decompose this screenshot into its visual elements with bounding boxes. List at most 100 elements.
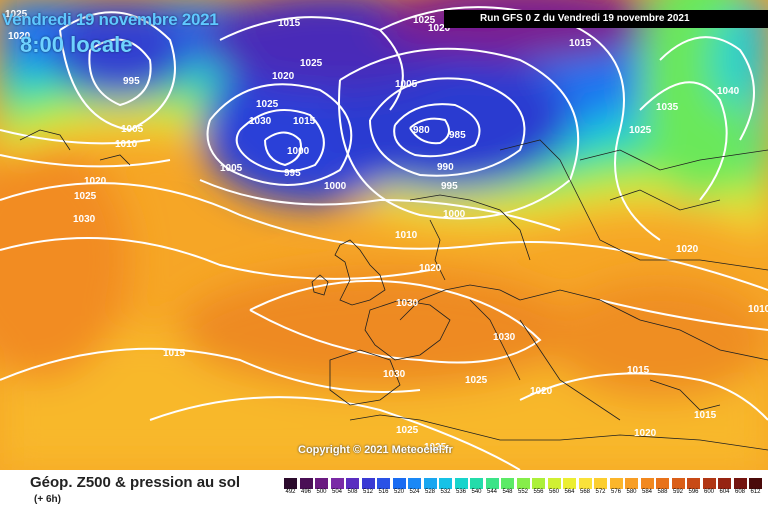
- scale-label: 524: [409, 489, 420, 495]
- scale-swatch: [315, 478, 328, 489]
- isobar-label: 1015: [293, 116, 316, 127]
- scale-swatch: [470, 478, 483, 489]
- isobar-label: 1025: [465, 375, 488, 386]
- isobar-label: 1015: [278, 18, 301, 29]
- isobar-label: 1040: [717, 86, 740, 97]
- isobar-label: 1020: [419, 263, 442, 274]
- isobar-label: 1010: [748, 304, 768, 315]
- isobar-label: 980: [413, 125, 430, 136]
- isobar-label: 995: [123, 76, 140, 87]
- scale-label: 576: [610, 489, 621, 495]
- forecast-time: 8:00 locale: [20, 32, 133, 57]
- scale-swatch: [501, 478, 514, 489]
- scale-label: 504: [331, 489, 342, 495]
- scale-swatch: [702, 478, 716, 489]
- scale-swatch: [687, 478, 700, 489]
- isobar-label: 1020: [8, 31, 31, 42]
- scale-swatch: [547, 478, 561, 489]
- scale-label: 540: [471, 489, 482, 495]
- scale-swatch: [299, 478, 313, 489]
- isobar-label: 1000: [443, 209, 466, 220]
- scale-label: 600: [703, 489, 714, 495]
- isobar-label: 1000: [324, 181, 347, 192]
- scale-swatch: [485, 478, 499, 489]
- isobar-label: 1010: [115, 139, 138, 150]
- scale-label: 560: [548, 489, 559, 495]
- scale-swatch: [671, 478, 685, 489]
- isobar-label: 995: [441, 181, 458, 192]
- scale-swatch: [640, 478, 654, 489]
- scale-label: 508: [347, 489, 358, 495]
- legend-subtitle: (+ 6h): [34, 494, 61, 505]
- scale-swatch: [330, 478, 344, 489]
- scale-swatch: [733, 478, 747, 489]
- isobar-label: 1020: [84, 176, 107, 187]
- scale-swatch: [439, 478, 452, 489]
- scale-swatch: [423, 478, 437, 489]
- scale-label: 520: [393, 489, 404, 495]
- isobar-label: 1015: [694, 410, 717, 421]
- isobar-label: 1030: [73, 214, 96, 225]
- scale-label: 512: [362, 489, 373, 495]
- scale-label: 592: [672, 489, 683, 495]
- scale-swatch: [377, 478, 390, 489]
- scale-swatch: [346, 478, 359, 489]
- geopotential-field: 1025102099510051010102010251030101510201…: [0, 0, 768, 470]
- scale-label: 584: [641, 489, 652, 495]
- isobar-label: 1000: [287, 146, 310, 157]
- scale-label: 556: [533, 489, 544, 495]
- scale-label: 492: [285, 489, 296, 495]
- scale-swatch: [718, 478, 731, 489]
- scale-label: 604: [719, 489, 730, 495]
- scale-label: 568: [579, 489, 590, 495]
- legend-title: Géop. Z500 & pression au sol: [30, 474, 241, 491]
- legend-bar: Géop. Z500 & pression au sol (+ 6h) 492 4…: [0, 470, 768, 512]
- isobar-label: 1020: [676, 244, 699, 255]
- isobar-label: 1025: [5, 9, 28, 20]
- scale-label: 532: [440, 489, 451, 495]
- scale-label: 536: [455, 489, 466, 495]
- scale-swatch: [609, 478, 623, 489]
- isobar-label: 1015: [569, 38, 592, 49]
- isobar-label: 1030: [249, 116, 272, 127]
- scale-swatch: [625, 478, 638, 489]
- scale-swatch: [578, 478, 592, 489]
- isobar-label: 1025: [424, 442, 447, 453]
- isobar-label: 1030: [396, 298, 419, 309]
- forecast-date: Vendredi 19 novembre 2021: [2, 10, 219, 29]
- isobar-label: 985: [449, 130, 466, 141]
- isobar-label: 995: [284, 168, 301, 179]
- scale-label: 572: [595, 489, 606, 495]
- scale-label: 500: [316, 489, 327, 495]
- scale-label: 612: [750, 489, 761, 495]
- scale-swatch: [408, 478, 421, 489]
- scale-swatch: [392, 478, 406, 489]
- run-info: Run GFS 0 Z du Vendredi 19 novembre 2021: [444, 10, 768, 28]
- scale-label: 544: [486, 489, 497, 495]
- isobar-label: 1005: [395, 79, 418, 90]
- scale-label: 588: [657, 489, 668, 495]
- scale-swatch: [749, 478, 762, 489]
- isobar-label: 1035: [656, 102, 679, 113]
- scale-label: 528: [424, 489, 435, 495]
- scale-swatch: [594, 478, 607, 489]
- scale-label: 564: [564, 489, 575, 495]
- scale-label: 608: [734, 489, 745, 495]
- isobar-label: 1015: [163, 348, 186, 359]
- copyright-notice: Copyright © 2021 Meteociel.fr: [298, 444, 453, 456]
- isobar-label: 1020: [272, 71, 295, 82]
- isobar-label: 1025: [629, 125, 652, 136]
- isobar-label: 1025: [300, 58, 323, 69]
- scale-swatch: [563, 478, 576, 489]
- isobar-label: 1030: [383, 369, 406, 380]
- isobar-label: 1025: [396, 425, 419, 436]
- scale-swatch: [454, 478, 468, 489]
- isobar-label: 1025: [74, 191, 97, 202]
- weather-map: 1025 1020 995 1005 1010 1020 1025 1030 1015 1020 1…: [0, 0, 768, 470]
- scale-swatch: [532, 478, 545, 489]
- scale-swatch: [284, 478, 297, 489]
- isobar-label: 1020: [428, 23, 451, 34]
- scale-label: 496: [300, 489, 311, 495]
- scale-label: 516: [378, 489, 389, 495]
- isobar-label: 1025: [413, 15, 436, 26]
